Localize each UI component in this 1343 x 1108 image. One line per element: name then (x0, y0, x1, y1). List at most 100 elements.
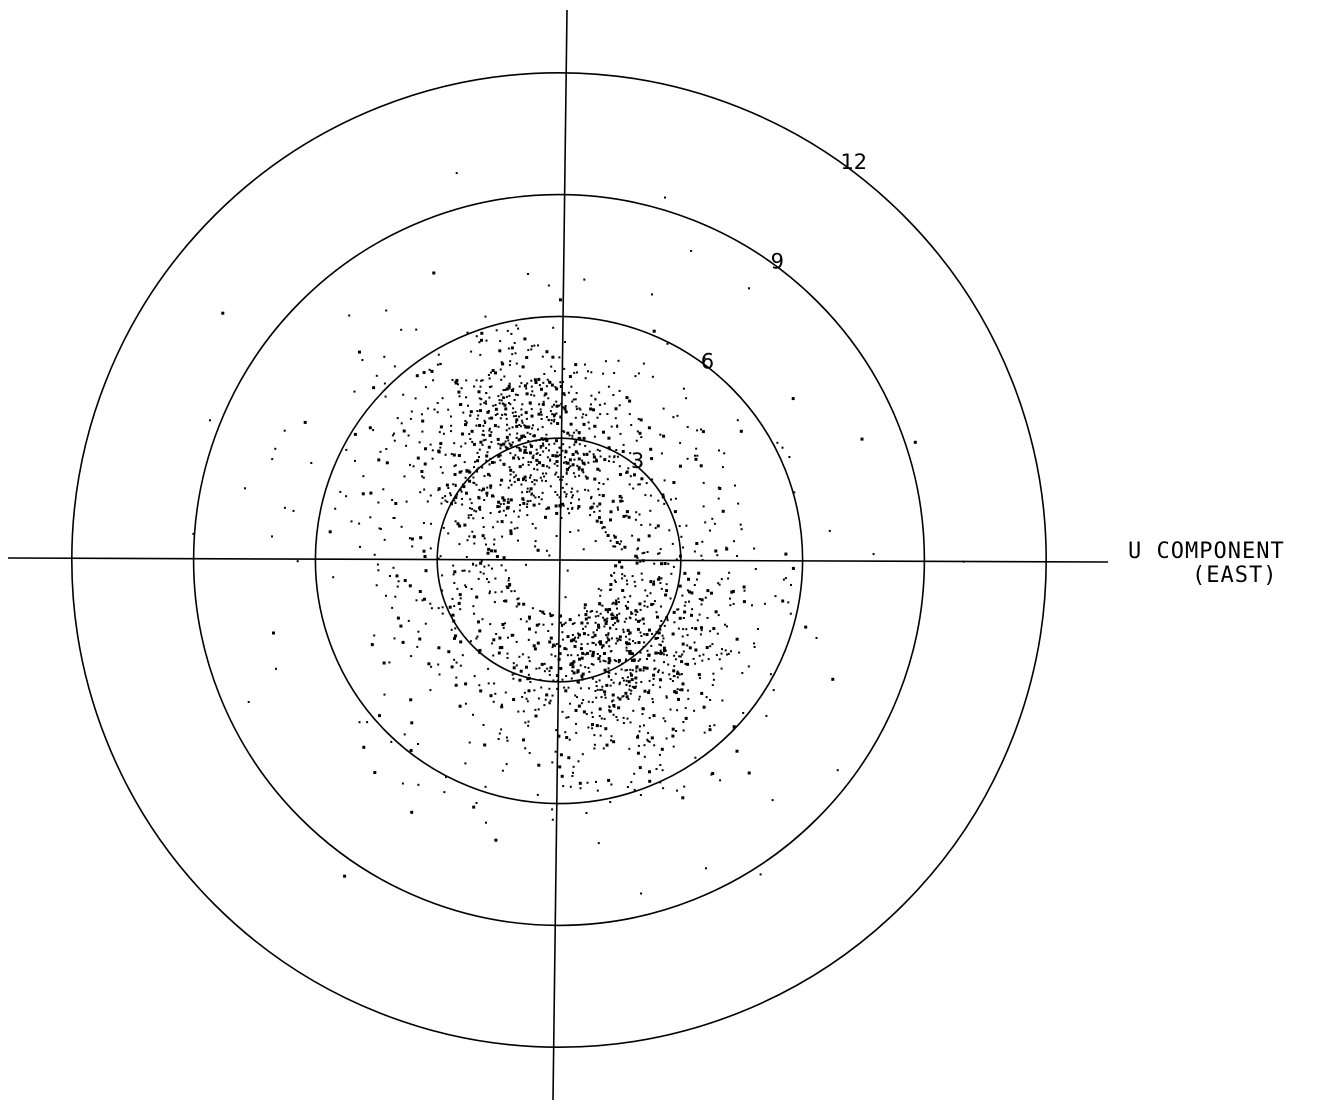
scatter-point (598, 641, 602, 645)
scatter-point (618, 404, 621, 407)
scatter-point (383, 355, 386, 358)
scatter-point (490, 385, 493, 388)
scatter-point (472, 535, 476, 539)
scatter-point (633, 473, 636, 477)
scatter-point (532, 644, 536, 648)
scatter-point (515, 418, 519, 422)
scatter-point (666, 619, 669, 622)
scatter-point (592, 502, 595, 505)
scatter-point (653, 744, 656, 747)
scatter-point (450, 665, 454, 669)
scatter-point (548, 701, 551, 704)
scatter-point (638, 602, 642, 606)
scatter-point (504, 622, 507, 625)
scatter-point (550, 383, 554, 387)
scatter-point (734, 484, 736, 487)
scatter-point (660, 620, 663, 622)
scatter-point (577, 457, 581, 461)
scatter-point (599, 520, 603, 524)
scatter-point (487, 564, 490, 567)
scatter-point (651, 478, 654, 481)
scatter-point (499, 443, 503, 447)
scatter-point (564, 341, 566, 343)
scatter-point (512, 387, 515, 390)
scatter-point (536, 641, 540, 645)
scatter-point (499, 459, 502, 462)
scatter-point (439, 446, 442, 449)
scatter-point (688, 590, 692, 594)
scatter-point (553, 370, 556, 373)
scatter-point (526, 514, 529, 517)
scatter-point (542, 464, 545, 467)
scatter-point (574, 363, 578, 367)
scatter-point (630, 658, 634, 662)
scatter-point (609, 801, 612, 803)
scatter-point (685, 524, 688, 527)
scatter-point (578, 474, 581, 477)
scatter-point (459, 608, 462, 611)
scatter-point (510, 633, 514, 637)
scatter-point (602, 526, 605, 528)
scatter-point (661, 634, 664, 637)
scatter-point (494, 838, 498, 842)
scatter-point (576, 654, 579, 657)
scatter-point (653, 562, 656, 565)
scatter-point (481, 379, 484, 382)
scatter-point (494, 692, 497, 695)
scatter-point (714, 549, 718, 553)
scatter-point (510, 521, 513, 524)
scatter-point (617, 659, 621, 662)
scatter-point (552, 420, 555, 423)
scatter-point (478, 488, 481, 491)
scatter-point (674, 691, 678, 695)
scatter-point (470, 429, 474, 433)
scatter-point (727, 652, 730, 655)
scatter-point (489, 487, 492, 490)
scatter-point (694, 454, 696, 457)
x-axis-label-line2: (EAST) (1192, 563, 1278, 588)
scatter-point (437, 353, 440, 356)
scatter-point (511, 411, 514, 414)
scatter-point (640, 572, 643, 575)
scatter-point (549, 612, 551, 615)
scatter-point (571, 487, 574, 490)
scatter-point (732, 602, 735, 605)
scatter-point (455, 676, 458, 679)
scatter-point (572, 472, 575, 475)
scatter-point (630, 689, 633, 692)
scatter-point (485, 402, 488, 405)
scatter-point (513, 480, 516, 483)
scatter-point (644, 589, 647, 592)
scatter-point (671, 542, 674, 545)
scatter-point (369, 516, 372, 519)
scatter-point (649, 494, 652, 497)
scatter-point (680, 688, 684, 692)
scatter-point (509, 532, 513, 536)
scatter-point (581, 753, 584, 756)
scatter-point (567, 716, 570, 719)
scatter-point (590, 497, 592, 500)
scatter-point (579, 647, 583, 651)
scatter-point (569, 531, 572, 533)
scatter-point (535, 448, 538, 451)
scatter-point (662, 493, 665, 496)
scatter-point (562, 392, 566, 396)
scatter-point (737, 502, 740, 505)
scatter-point (602, 483, 605, 485)
scatter-point (508, 402, 510, 404)
scatter-point (743, 589, 746, 592)
scatter-point (485, 459, 488, 462)
scatter-point (517, 456, 520, 459)
scatter-point (485, 339, 488, 342)
scatter-point (528, 752, 531, 754)
scatter-point (650, 736, 654, 740)
scatter-point (447, 408, 450, 411)
scatter-point (508, 382, 511, 385)
scatter-point (628, 684, 631, 687)
scatter-point (472, 605, 475, 608)
scatter-point (495, 329, 498, 332)
scatter-point (649, 580, 653, 584)
scatter-point (354, 459, 356, 462)
scatter-point (612, 460, 615, 463)
scatter-point (362, 745, 366, 749)
